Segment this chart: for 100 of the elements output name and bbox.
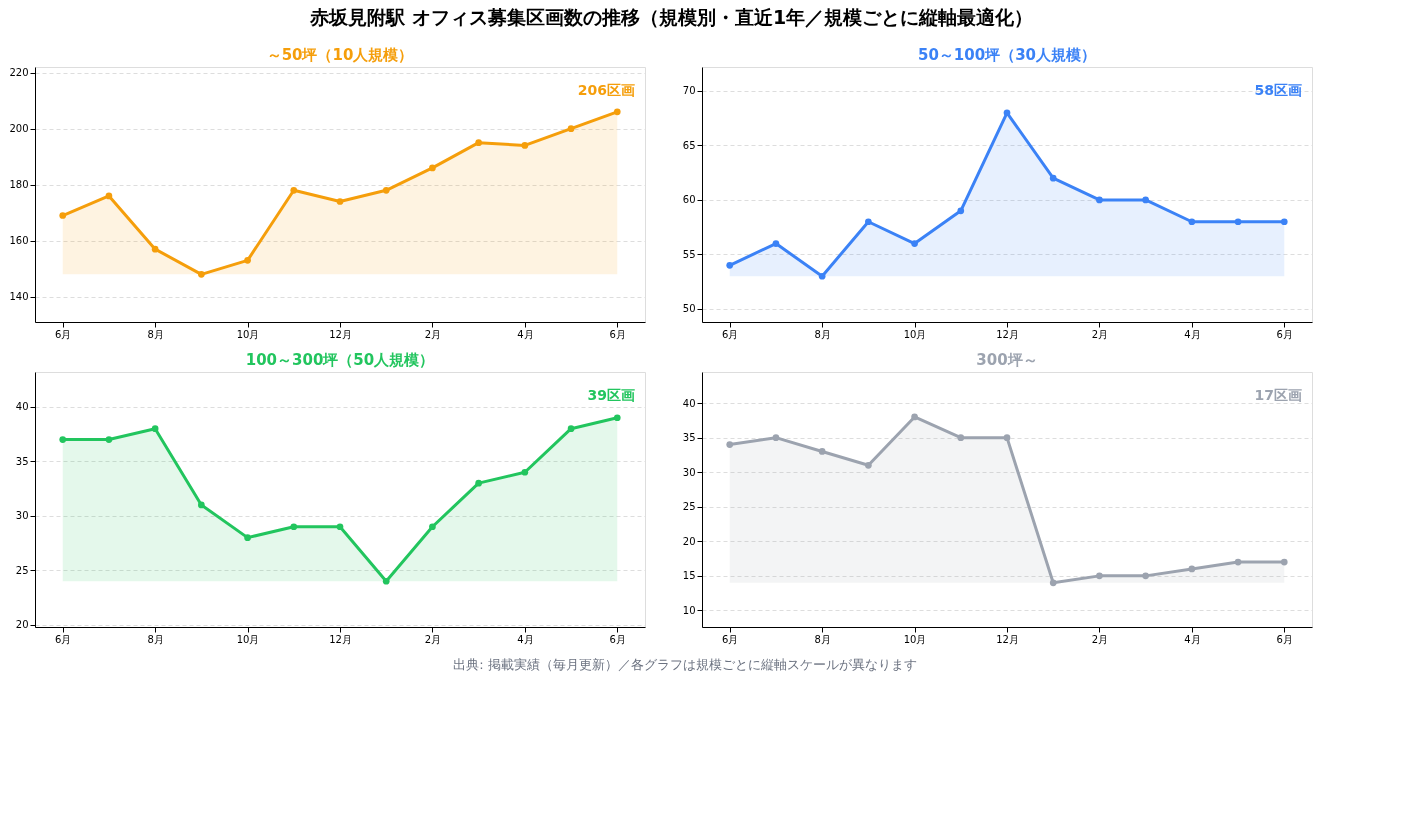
- y-tick-label: 60: [682, 194, 696, 206]
- point: [244, 534, 251, 541]
- x-tick-label: 8月: [147, 633, 164, 645]
- point: [726, 261, 734, 269]
- point: [613, 414, 621, 422]
- y-tick-label: 140: [9, 291, 29, 303]
- x-tick-label: 6月: [609, 633, 626, 645]
- point: [957, 434, 965, 441]
- point: [290, 523, 298, 531]
- point: [1234, 218, 1242, 226]
- y-tick-label: 220: [9, 67, 29, 79]
- y-tick-label: 10: [682, 604, 696, 616]
- x-tick-label: 6月: [55, 328, 72, 340]
- x-tick-label: 10月: [236, 328, 260, 340]
- point: [336, 198, 344, 205]
- y-tick-label: 40: [15, 401, 29, 413]
- point: [911, 413, 918, 421]
- point: [521, 468, 529, 476]
- x-tick-label: 6月: [722, 633, 739, 645]
- x-tick-label: 12月: [329, 633, 352, 645]
- y-tick-label: 70: [682, 85, 696, 97]
- point: [1280, 218, 1288, 226]
- y-tick-label: 25: [15, 564, 29, 576]
- y-tick-label: 160: [9, 235, 29, 247]
- text: 赤坂見附駅 オフィス募集区画数の推移（規模別・直近1年／規模ごとに縦軸最適化）: [309, 5, 1034, 28]
- point: [1049, 579, 1057, 587]
- annotation: 206区画: [577, 82, 635, 98]
- x-tick-label: 12月: [329, 328, 352, 340]
- x-tick-label: 6月: [609, 328, 626, 340]
- x-tick-label: 4月: [1184, 328, 1201, 340]
- x-tick-label: 6月: [722, 328, 739, 340]
- point: [198, 271, 205, 278]
- point: [382, 577, 390, 585]
- x-tick-label: 12月: [996, 633, 1019, 645]
- point: [865, 218, 872, 226]
- chart-title: 100～300坪（50人規模）: [245, 351, 435, 369]
- point: [151, 425, 159, 433]
- chart-title: 300坪～: [976, 351, 1038, 369]
- chart-title: ～50坪（10人規模）: [266, 46, 414, 64]
- point: [613, 108, 621, 116]
- x-tick-label: 4月: [517, 328, 534, 340]
- y-tick-label: 40: [682, 397, 696, 409]
- point: [772, 434, 780, 441]
- y-tick-label: 55: [682, 248, 696, 260]
- point: [818, 448, 826, 455]
- point: [336, 523, 344, 531]
- annotation: 39区画: [587, 387, 635, 403]
- y-tick-label: 25: [682, 501, 696, 513]
- x-tick-label: 6月: [1276, 633, 1293, 645]
- point: [429, 164, 436, 172]
- point: [105, 436, 113, 443]
- chart-title: 50～100坪（30人規模）: [917, 46, 1097, 64]
- point: [567, 125, 575, 132]
- annotation: 17区画: [1254, 387, 1302, 403]
- x-tick-label: 12月: [996, 328, 1019, 340]
- point: [198, 501, 205, 509]
- x-tick-label: 6月: [55, 633, 72, 645]
- point: [290, 186, 298, 194]
- source-note: 出典: 掲載実績（毎月更新）／各グラフは規模ごとに縦軸スケールが異なります: [453, 657, 917, 672]
- point: [1188, 565, 1196, 573]
- x-tick-label: 8月: [814, 328, 831, 340]
- point: [475, 479, 482, 487]
- y-tick-label: 20: [682, 535, 696, 547]
- point: [475, 139, 482, 147]
- y-tick-label: 50: [682, 303, 696, 315]
- y-tick-label: 200: [9, 123, 29, 135]
- point: [957, 207, 965, 215]
- y-tick-label: 20: [15, 619, 29, 631]
- x-tick-label: 6月: [1276, 328, 1293, 340]
- point: [382, 186, 390, 194]
- point: [151, 245, 159, 253]
- point: [1142, 196, 1149, 204]
- x-tick-label: 8月: [147, 328, 164, 340]
- point: [1234, 558, 1242, 566]
- x-tick-label: 4月: [517, 633, 534, 645]
- y-tick-label: 35: [15, 455, 29, 467]
- point: [429, 523, 436, 531]
- x-tick-label: 10月: [903, 633, 927, 645]
- x-tick-label: 2月: [424, 328, 442, 340]
- x-tick-label: 8月: [814, 633, 831, 645]
- point: [1188, 218, 1196, 226]
- annotation: 58区画: [1254, 82, 1302, 98]
- point: [567, 425, 575, 433]
- point: [911, 240, 918, 247]
- point: [1096, 572, 1103, 580]
- y-tick-label: 30: [15, 510, 29, 522]
- point: [59, 212, 67, 219]
- y-tick-label: 15: [682, 570, 696, 582]
- point: [726, 441, 734, 448]
- y-tick-label: 65: [682, 139, 696, 151]
- x-tick-label: 4月: [1184, 633, 1201, 645]
- x-tick-label: 2月: [1091, 328, 1109, 340]
- x-tick-label: 2月: [424, 633, 442, 645]
- point: [521, 142, 529, 149]
- x-tick-label: 10月: [903, 328, 927, 340]
- point: [1142, 572, 1149, 580]
- point: [1003, 434, 1011, 441]
- point: [1003, 109, 1011, 117]
- point: [865, 461, 872, 469]
- y-tick-label: 180: [9, 179, 29, 191]
